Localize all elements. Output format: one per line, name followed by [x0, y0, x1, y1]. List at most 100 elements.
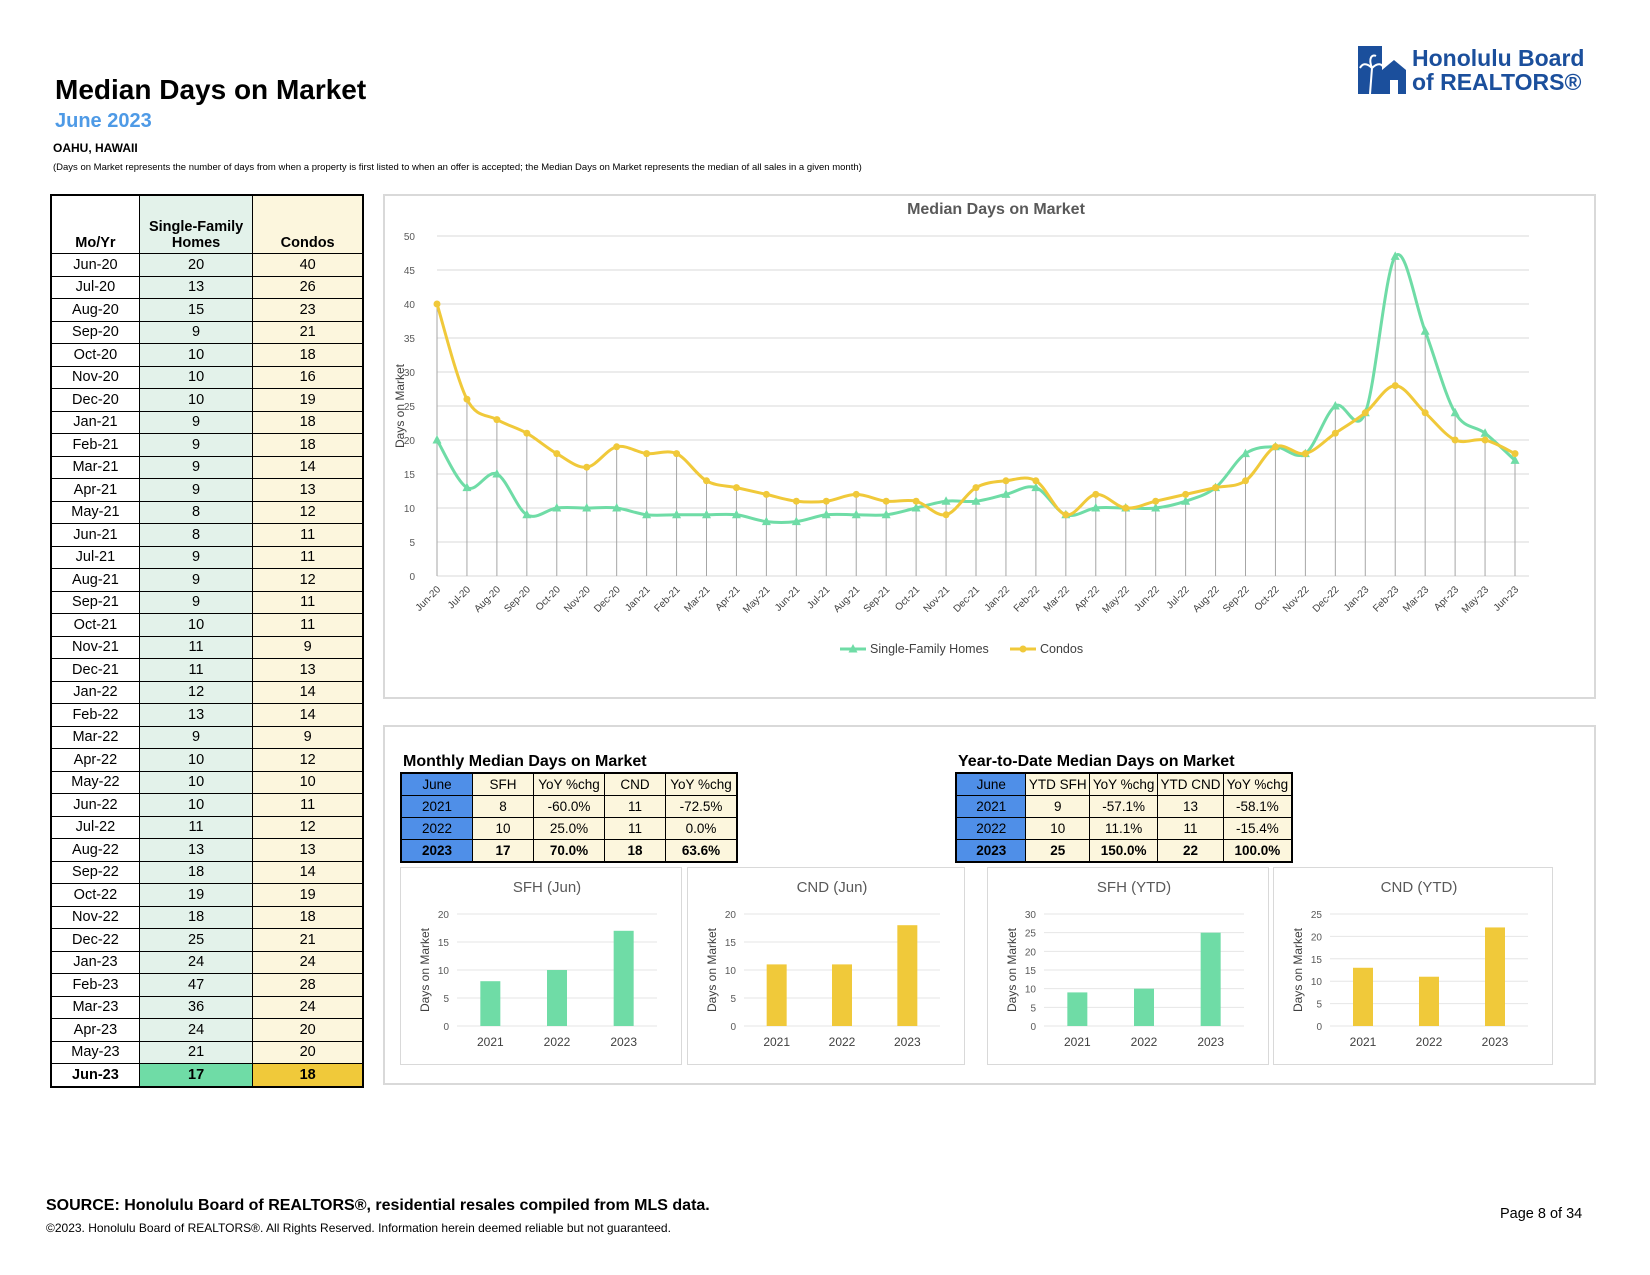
x-tick-label: Aug-20	[472, 584, 503, 615]
x-tick-label: May-21	[741, 584, 773, 616]
sfh-point	[702, 509, 711, 519]
x-tick-label: Oct-22	[1253, 584, 1282, 613]
monthly-table-cell: 8	[472, 795, 534, 818]
x-tick-label: Oct-20	[534, 584, 563, 613]
y-tick-label: 15	[1311, 955, 1323, 966]
y-tick-label: 15	[1025, 966, 1037, 977]
table-row: Aug-21 9 12	[50, 568, 364, 592]
condo-point	[553, 450, 561, 458]
history-cell-sfh: 11	[138, 816, 254, 839]
history-cell-condo: 11	[252, 793, 364, 817]
history-table: Mo/Yr Single-Family Homes Condos Jun-20 2…	[50, 194, 364, 1088]
x-tick-label: Aug-21	[832, 584, 863, 615]
history-cell-sfh: 47	[138, 973, 254, 997]
history-cell-condo: 11	[252, 591, 364, 614]
history-cell-sfh: 13	[138, 276, 254, 299]
condo-point	[852, 490, 860, 498]
summary-panel: Monthly Median Days on Market June SFH Y…	[383, 725, 1596, 1085]
table-row: Jan-21 9 18	[50, 411, 364, 434]
history-header-sfh-line2: Homes	[171, 235, 221, 251]
sfh-point	[1031, 482, 1041, 492]
x-tick-label: Aug-22	[1191, 584, 1222, 615]
x-tick-label: 2023	[894, 1035, 921, 1049]
history-cell-sfh: 9	[138, 433, 254, 457]
history-cell-month: Nov-22	[50, 906, 140, 929]
condo-point	[1391, 382, 1399, 390]
y-tick-label: 5	[1030, 1003, 1036, 1014]
bar	[547, 970, 567, 1026]
table-row: Jan-23 24 24	[50, 951, 364, 974]
history-cell-condo: 20	[252, 1041, 364, 1064]
history-cell-month: Oct-22	[50, 883, 140, 907]
history-cell-sfh: 10	[138, 343, 254, 367]
ytd-table-cell: 10	[1025, 817, 1091, 840]
history-cell-sfh: 9	[138, 321, 254, 344]
condo-point	[762, 490, 770, 498]
x-tick-label: Apr-23	[1432, 584, 1461, 613]
cnd-jun-chart-panel: CND (Jun) 0 5 10 15 20 Days on Market 2021 2022 2…	[687, 867, 965, 1065]
history-cell-condo: 24	[252, 951, 364, 974]
table-row: Mar-22 9 9	[50, 726, 364, 749]
bar	[1134, 988, 1154, 1026]
condo-point	[613, 443, 621, 451]
history-cell-month: May-23	[50, 1041, 140, 1064]
y-tick-label: 20	[438, 910, 450, 921]
bar	[897, 925, 918, 1026]
y-tick-label: 0	[1030, 1022, 1036, 1033]
table-row: Mar-21 9 14	[50, 456, 364, 479]
history-cell-sfh: 9	[138, 591, 254, 614]
history-cell-sfh: 12	[138, 681, 254, 704]
ytd-table-cell: 11	[1157, 817, 1224, 840]
chart-title: Median Days on Market	[907, 201, 1086, 218]
x-tick-label: Jun-23	[1492, 584, 1522, 614]
monthly-table-cell: 11	[604, 817, 666, 840]
table-row: 2023 17 70.0% 18 63.6%	[400, 839, 738, 863]
y-tick-label: 50	[404, 232, 416, 243]
y-axis-label: Days on Market	[1291, 927, 1305, 1012]
monthly-table-cell: 10	[472, 817, 534, 840]
history-cell-condo: 21	[252, 928, 364, 952]
history-cell-sfh: 19	[138, 883, 254, 907]
history-cell-month: Jul-21	[50, 546, 140, 569]
monthly-header-sfh-yoy: YoY %chg	[533, 772, 605, 796]
condo-point	[643, 450, 651, 458]
history-cell-month: Oct-20	[50, 343, 140, 367]
x-tick-label: Sep-21	[862, 584, 893, 615]
history-cell-month: Dec-21	[50, 658, 140, 682]
sfh-point	[1151, 503, 1161, 512]
sfh-point	[522, 509, 532, 519]
table-row: Mar-23 36 24	[50, 996, 364, 1019]
table-row: Sep-22 18 14	[50, 861, 364, 884]
history-cell-sfh: 20	[138, 253, 254, 277]
sfh-point	[1480, 428, 1490, 437]
table-row: 2021 9 -57.1% 13 -58.1%	[955, 795, 1293, 818]
history-cell-condo: 18	[252, 411, 364, 434]
table-row: May-22 10 10	[50, 771, 364, 794]
monthly-table-cell: 18	[604, 839, 666, 863]
monthly-table-header: June SFH YoY %chg CND YoY %chg	[400, 772, 738, 796]
ytd-header-june: June	[955, 772, 1027, 796]
monthly-section-title: Monthly Median Days on Market	[403, 753, 647, 770]
history-cell-month: Nov-21	[50, 636, 140, 659]
table-row: Jul-22 11 12	[50, 816, 364, 839]
history-cell-month: Jul-20	[50, 276, 140, 299]
sfh-point	[971, 496, 981, 505]
table-row: Oct-22 19 19	[50, 883, 364, 907]
y-tick-label: 15	[438, 938, 450, 949]
y-axis-label: Days on Market	[393, 363, 407, 448]
monthly-table-cell: 63.6%	[665, 839, 738, 863]
history-cell-condo: 26	[252, 276, 364, 299]
history-cell-condo: 20	[252, 1018, 364, 1042]
condo-point	[1421, 409, 1429, 417]
x-tick-label: Nov-22	[1281, 584, 1312, 615]
history-cell-month: Sep-21	[50, 591, 140, 614]
history-cell-month: Sep-22	[50, 861, 140, 884]
ytd-table-cell: 2023	[955, 839, 1027, 863]
history-cell-sfh: 9	[138, 478, 254, 502]
sfh-point	[791, 516, 801, 526]
table-row: Nov-22 18 18	[50, 906, 364, 929]
ytd-table-cell: 2022	[955, 817, 1027, 840]
condo-point	[583, 463, 591, 471]
sfh-point	[911, 503, 921, 512]
sfh-point	[761, 516, 771, 526]
